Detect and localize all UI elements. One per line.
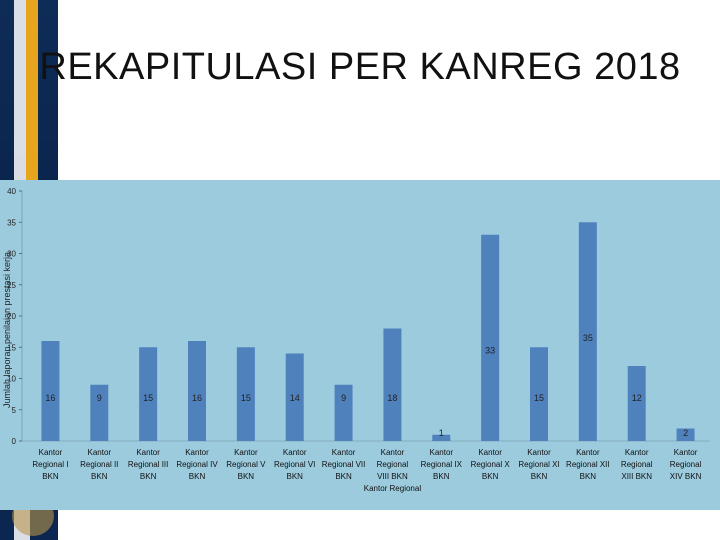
category-label: Kantor: [332, 448, 356, 457]
chart-panel: [0, 180, 720, 510]
category-label: Regional: [377, 460, 409, 469]
bar-chart: 0 5 10 15 20 25 30 35 40 16 9 15 16 15 14 9 18 1 33 15 35 12…: [2, 187, 710, 493]
y-tick-label: 40: [7, 187, 16, 196]
data-labels: 16 9 15 16 15 14 9 18 1 33 15 35 12 2: [45, 333, 688, 438]
y-tick-label: 20: [7, 312, 16, 321]
bars: [41, 222, 695, 441]
category-label: Kantor: [576, 448, 600, 457]
bar: [432, 434, 451, 441]
bar: [530, 347, 548, 441]
data-label: 16: [192, 393, 202, 403]
category-label: XIV BKN: [670, 472, 702, 481]
category-label: BKN: [42, 472, 59, 481]
y-tick-label: 35: [7, 218, 16, 227]
y-tick-label: 30: [7, 250, 16, 259]
category-label: Kantor: [478, 448, 502, 457]
category-label: XIII BKN: [621, 472, 652, 481]
data-label: 9: [341, 393, 346, 403]
bar: [41, 341, 60, 441]
category-label: BKN: [531, 472, 548, 481]
data-label: 15: [241, 393, 251, 403]
data-label: 14: [290, 393, 300, 403]
bar: [383, 328, 402, 441]
bar: [627, 366, 646, 441]
category-label: Regional X: [471, 460, 511, 469]
data-label: 16: [45, 393, 55, 403]
category-label: Kantor: [283, 448, 307, 457]
bar: [676, 428, 695, 441]
category-label: BKN: [140, 472, 157, 481]
category-label: Kantor: [39, 448, 63, 457]
category-label: BKN: [286, 472, 303, 481]
data-label: 15: [143, 393, 153, 403]
y-tick-label: 5: [12, 406, 17, 415]
category-label: Regional II: [80, 460, 118, 469]
y-tick-label: 25: [7, 281, 16, 290]
data-label: 9: [97, 393, 102, 403]
y-axis-label: Jumlah laporan penilaian prestasi kerja: [2, 252, 12, 408]
category-label: Kantor Regional: [364, 484, 422, 493]
category-label: VIII BKN: [377, 472, 408, 481]
category-label: Regional: [670, 460, 702, 469]
data-label: 1: [439, 428, 444, 438]
category-label: Kantor: [87, 448, 111, 457]
y-tick-label: 0: [12, 437, 17, 446]
category-label: BKN: [189, 472, 206, 481]
gold-accent-strip: [26, 0, 38, 190]
bar: [90, 384, 109, 441]
category-label: BKN: [580, 472, 597, 481]
x-axis-category-labels: Kantor Regional I BKN Kantor Regional II BKN K…: [32, 448, 701, 493]
category-label: Regional XI: [518, 460, 559, 469]
category-label: Kantor: [527, 448, 551, 457]
category-label: BKN: [482, 472, 499, 481]
bar: [236, 347, 255, 441]
category-label: BKN: [335, 472, 352, 481]
category-label: Kantor: [674, 448, 698, 457]
y-tick-label: 10: [7, 375, 16, 384]
bar: [578, 222, 597, 441]
category-label: Regional: [621, 460, 653, 469]
category-label: Regional IX: [421, 460, 463, 469]
category-label: Regional VII: [322, 460, 366, 469]
data-label: 18: [387, 393, 397, 403]
data-label: 2: [683, 428, 688, 438]
category-label: Regional III: [128, 460, 168, 469]
data-label: 15: [534, 393, 544, 403]
bar: [139, 347, 158, 441]
bar: [285, 353, 304, 441]
category-label: BKN: [91, 472, 108, 481]
data-label: 12: [632, 393, 642, 403]
category-label: Regional I: [32, 460, 68, 469]
category-label: Regional V: [226, 460, 266, 469]
category-label: Kantor: [625, 448, 649, 457]
category-label: Kantor: [185, 448, 209, 457]
category-label: Kantor: [136, 448, 160, 457]
bar: [334, 384, 353, 441]
category-label: Regional IV: [176, 460, 218, 469]
data-label: 33: [485, 346, 495, 356]
y-axis: 0 5 10 15 20 25 30 35 40: [7, 187, 710, 446]
data-label: 35: [583, 333, 593, 343]
category-label: Regional VI: [274, 460, 315, 469]
page-title: REKAPITULASI PER KANREG 2018: [39, 46, 681, 88]
bar: [188, 341, 206, 441]
category-label: Kantor: [429, 448, 453, 457]
category-label: BKN: [238, 472, 255, 481]
y-tick-label: 15: [7, 343, 16, 352]
category-label: Kantor: [234, 448, 258, 457]
category-label: Regional XII: [566, 460, 610, 469]
category-label: BKN: [433, 472, 450, 481]
category-label: Kantor: [381, 448, 405, 457]
bar: [481, 234, 500, 441]
